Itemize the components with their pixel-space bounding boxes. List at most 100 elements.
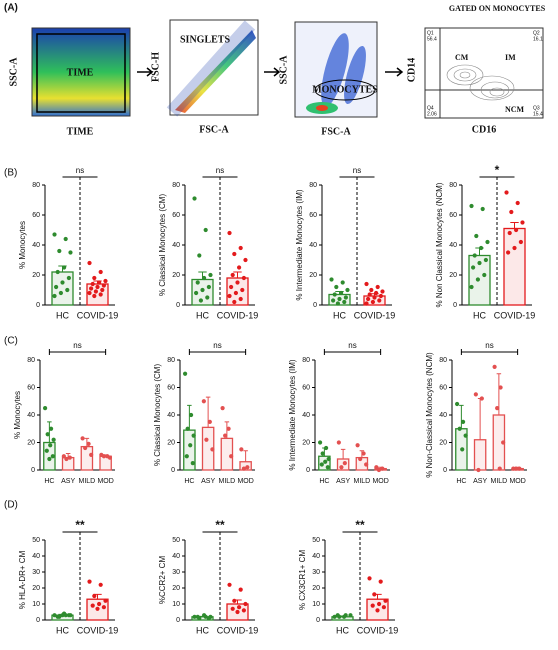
data-point (107, 455, 112, 460)
data-point (95, 606, 100, 611)
significance-label: ns (485, 341, 493, 350)
quadrant-id: Q1 (427, 30, 434, 36)
y-tick-label: 50 (172, 537, 180, 544)
data-point (188, 412, 194, 418)
data-point (483, 257, 488, 263)
panel-label: (C) (4, 336, 18, 347)
significance-label: ns (216, 166, 224, 175)
data-point (320, 451, 325, 456)
y-tick-label: 20 (302, 439, 310, 446)
data-point (241, 608, 246, 613)
y-tick-label: 30 (32, 569, 40, 576)
axis-label: SSC-A (278, 55, 289, 85)
panel-label: (B) (4, 168, 17, 179)
y-tick-label: 80 (167, 357, 175, 364)
data-point (232, 251, 237, 257)
y-tick-label: 0 (176, 617, 180, 624)
data-point (471, 265, 476, 270)
x-tick-label: HC (56, 310, 69, 320)
y-tick-label: 0 (171, 467, 175, 474)
arrow (264, 67, 281, 77)
y-tick-label: 40 (172, 242, 180, 249)
significance-bar (323, 349, 382, 355)
data-point (361, 451, 366, 456)
data-point (335, 613, 340, 618)
error-bar (510, 222, 519, 229)
quadrant-label: IM (505, 53, 516, 62)
data-point (192, 196, 197, 201)
data-point (204, 437, 209, 442)
data-point (57, 248, 62, 254)
data-point (375, 284, 380, 290)
data-point (479, 396, 484, 401)
data-point (509, 209, 514, 215)
y-tick-label: 0 (313, 302, 317, 309)
data-point (93, 289, 99, 294)
data-point (370, 299, 376, 305)
y-tick-label: 20 (167, 439, 175, 446)
x-tick-label: COVID-19 (77, 625, 119, 635)
y-tick-label: 20 (439, 439, 447, 446)
y-axis-label: % Monocytes (18, 221, 27, 269)
quadrant-id: Q3 (533, 105, 540, 111)
axis-label: FSC-H (150, 52, 161, 82)
data-point (373, 290, 379, 296)
data-point (52, 232, 57, 237)
data-point (103, 598, 108, 603)
data-point (332, 614, 337, 619)
data-point (210, 447, 215, 452)
data-point (89, 452, 94, 457)
axis-label: CD14 (406, 58, 417, 82)
quadrant-id: Q2 (533, 30, 540, 36)
data-point (98, 269, 103, 275)
y-tick-label: 40 (172, 553, 180, 560)
quadrant-value: 2.06 (427, 111, 437, 117)
data-point (185, 426, 190, 431)
data-point (236, 605, 242, 610)
y-tick-label: 20 (312, 585, 320, 592)
x-tick-label: MOD (237, 478, 253, 485)
data-point (240, 287, 245, 293)
data-point (364, 281, 369, 287)
data-point (54, 284, 59, 290)
data-point (507, 230, 512, 236)
y-tick-label: 30 (172, 569, 180, 576)
data-point (92, 293, 97, 299)
data-point (206, 616, 211, 621)
data-point (195, 280, 200, 285)
data-point (243, 257, 248, 263)
data-point (80, 436, 85, 441)
y-tick-label: 20 (172, 272, 180, 279)
data-point (230, 606, 235, 611)
axis-label: FSC-A (321, 126, 351, 137)
data-point (92, 593, 97, 599)
y-tick-label: 40 (32, 242, 40, 249)
data-point (66, 613, 71, 618)
data-point (512, 245, 517, 251)
x-tick-label: COVID-19 (77, 310, 119, 320)
quadrant-label: NCM (505, 105, 525, 114)
flow-plot: GATED ON MONOCYTES CD14 CD16 CM IM NCM Q… (406, 4, 545, 135)
y-tick-label: 60 (172, 212, 180, 219)
data-point (372, 592, 377, 597)
data-point (241, 466, 247, 471)
y-tick-label: 80 (439, 357, 447, 364)
y-tick-label: 40 (309, 242, 317, 249)
error-bar (340, 448, 346, 459)
data-point (331, 298, 336, 303)
data-point (227, 230, 232, 236)
arrow (137, 67, 154, 77)
data-point (87, 260, 92, 266)
flow-plot: MONOCYTES SSC-A FSC-A (278, 21, 378, 137)
data-point (52, 613, 57, 618)
data-point (188, 443, 193, 448)
y-axis-label: % CX3CR1+ CM (298, 550, 307, 611)
flow-plot: SINGLETS FSC-H FSC-A (150, 19, 259, 135)
axis-label: FSC-A (199, 124, 229, 135)
y-tick-label: 40 (449, 242, 457, 249)
y-axis-label: % Intermediate Monocytes (IM) (288, 359, 297, 470)
data-point (383, 598, 388, 603)
x-tick-label: HC (196, 625, 209, 635)
quadrant-id: Q4 (427, 105, 434, 111)
data-point (457, 426, 462, 431)
